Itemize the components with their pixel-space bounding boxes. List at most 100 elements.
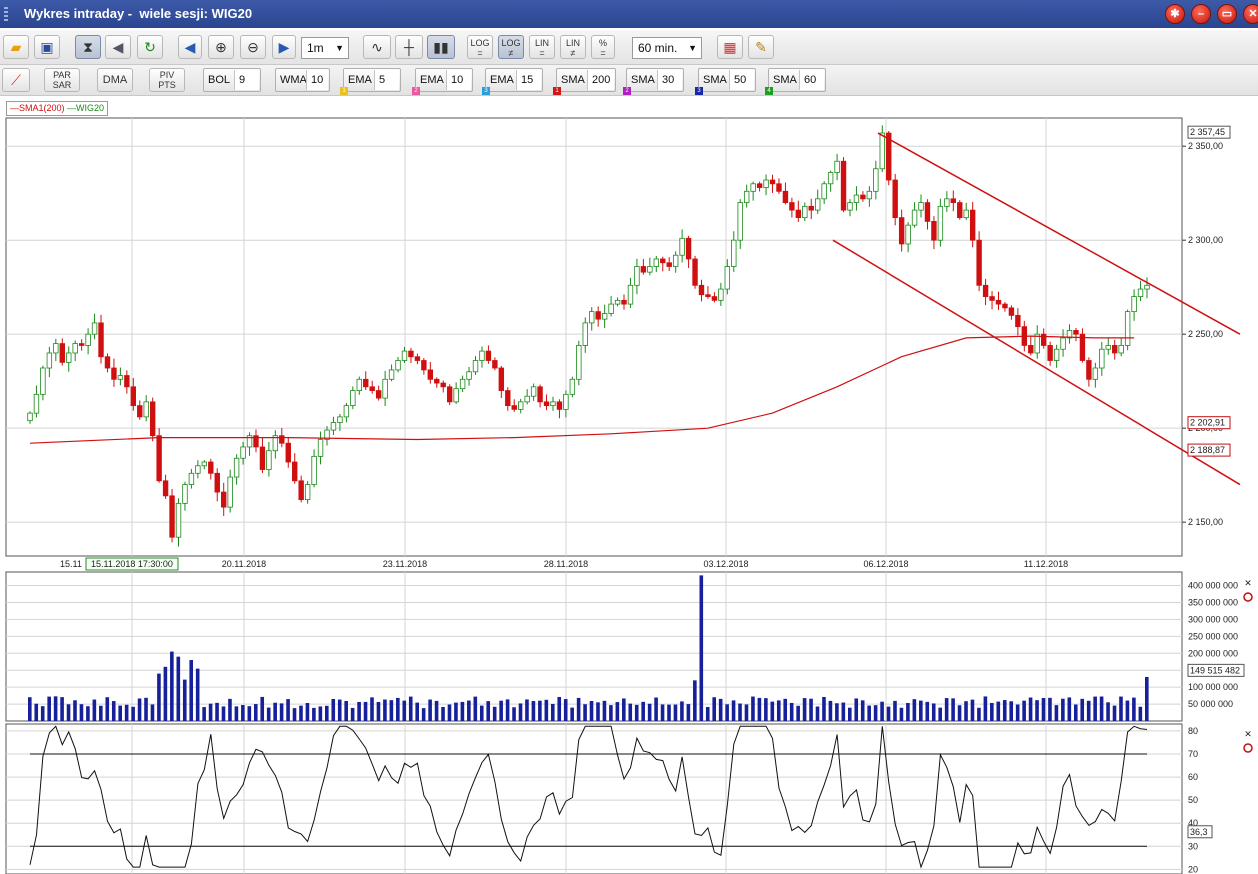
candle-body <box>937 205 944 241</box>
candle-body <box>137 405 143 418</box>
volume-bar <box>512 707 516 721</box>
volume-bar <box>454 702 458 721</box>
dma-button[interactable]: DMA <box>97 68 133 92</box>
indicator-period[interactable]: 10 <box>446 70 471 90</box>
volume-bar <box>583 704 587 721</box>
indicator-period[interactable]: 60 <box>799 70 824 90</box>
candle-body <box>214 472 220 493</box>
volume-bar <box>486 701 491 721</box>
settings-icon[interactable]: ✱ <box>1165 4 1185 24</box>
candle-body <box>731 239 737 267</box>
chevron-down-icon: ▼ <box>688 43 697 53</box>
indicators-button[interactable]: ▦ <box>717 35 743 59</box>
volume-bar <box>654 697 658 721</box>
candle-body <box>311 455 317 485</box>
candle-body <box>1073 330 1079 335</box>
indicator-period[interactable]: 10 <box>306 70 328 90</box>
indicator-ema-5[interactable]: EMA 5 1 <box>340 68 401 95</box>
volume-bar <box>957 705 962 721</box>
indicator-period[interactable]: 200 <box>587 70 614 90</box>
indicator-ema-10[interactable]: EMA 10 2 <box>412 68 473 95</box>
maximize-button[interactable]: ▭ <box>1217 4 1237 24</box>
candle-body <box>330 422 337 431</box>
log-scale-alt-button[interactable]: LOG ≠ <box>498 35 524 59</box>
indicator-color-badge: 1 <box>553 87 561 95</box>
candle-body <box>518 401 524 410</box>
lin-scale-button[interactable]: LIN = <box>529 35 555 59</box>
lin-scale-alt-button[interactable]: LIN ≠ <box>560 35 586 59</box>
indicator-sma-50[interactable]: SMA 50 3 <box>695 68 756 95</box>
save-button[interactable]: ▣ <box>34 35 60 59</box>
zoom-out-button[interactable]: ⊖ <box>240 35 266 59</box>
line-chart-button[interactable]: ∿ <box>363 35 391 59</box>
volume-bar <box>641 701 645 721</box>
candle-body <box>395 360 401 371</box>
candle-body <box>653 258 659 267</box>
panel-settings-icon[interactable] <box>1243 743 1253 753</box>
candle-body <box>298 480 304 501</box>
candle-body <box>408 350 414 358</box>
par-sar-button[interactable]: PAR SAR <box>44 68 80 92</box>
sound-button[interactable]: ◀ <box>105 35 131 59</box>
volume-bar <box>873 705 878 721</box>
rsi-tick-label: 20 <box>1188 864 1198 874</box>
drag-grip-icon[interactable] <box>4 7 8 21</box>
close-button[interactable]: ✕ <box>1243 4 1258 24</box>
volume-bar <box>867 705 871 721</box>
refresh-button[interactable]: ↻ <box>137 35 163 59</box>
candle-body <box>595 311 601 320</box>
candle-body <box>1066 330 1073 339</box>
indicator-period[interactable]: 30 <box>657 70 682 90</box>
ohlc-chart-button[interactable]: ┼ <box>395 35 423 59</box>
piv-pts-button[interactable]: PIV PTS <box>149 68 185 92</box>
crosshair-time-box <box>85 557 179 571</box>
candlestick-button[interactable]: ▮▮ <box>427 35 455 59</box>
candle-body <box>640 266 647 273</box>
period-select[interactable]: 60 min. ▼ <box>632 37 702 59</box>
indicator-sma-30[interactable]: SMA 30 2 <box>623 68 684 95</box>
indicator-bol-9[interactable]: BOL 9 <box>203 68 261 92</box>
volume-bar <box>421 708 426 721</box>
volume-bar <box>131 706 135 721</box>
candle-body <box>672 254 679 267</box>
log-scale-button[interactable]: LOG = <box>467 35 493 59</box>
indicator-sma-60[interactable]: SMA 60 4 <box>765 68 826 95</box>
volume-bar <box>983 696 988 721</box>
percent-scale-button[interactable]: % = <box>591 35 615 59</box>
indicator-ema-15[interactable]: EMA 15 3 <box>482 68 543 95</box>
candle-body <box>860 194 866 200</box>
volume-bar <box>189 660 194 721</box>
indicator-period[interactable]: 5 <box>374 70 399 90</box>
open-folder-button[interactable]: ▰ <box>3 35 29 59</box>
rsi-tick-label: 70 <box>1188 749 1198 759</box>
indicator-name: WMA <box>280 74 307 86</box>
speaker-icon: ◀ <box>112 39 124 55</box>
candle-body <box>40 367 46 395</box>
scroll-left-button[interactable]: ◀ <box>178 35 202 59</box>
volume-bar <box>725 704 729 721</box>
indicator-period[interactable]: 9 <box>234 70 259 90</box>
draw-button[interactable]: ✎ <box>748 35 774 59</box>
volume-bar <box>680 701 684 721</box>
panel-settings-icon[interactable] <box>1243 592 1253 602</box>
y-tick-label: 2 300,00 <box>1188 235 1223 245</box>
indicator-sma-200[interactable]: SMA 200 1 <box>553 68 616 95</box>
candle-body <box>866 190 873 200</box>
candle-body <box>666 262 672 267</box>
minimize-button[interactable]: – <box>1191 4 1211 24</box>
indicator-wma-10[interactable]: WMA 10 <box>275 68 330 92</box>
hourglass-button[interactable]: ⧗ <box>75 35 101 59</box>
panel-close-icon[interactable]: ✕ <box>1244 578 1252 588</box>
interval-select[interactable]: 1m ▼ <box>301 37 349 59</box>
volume-bar <box>150 704 155 721</box>
volume-bar <box>357 701 361 721</box>
volume-bar <box>350 707 355 721</box>
panel-close-icon[interactable]: ✕ <box>1244 729 1252 739</box>
indicator-name: EMA <box>420 74 444 86</box>
chart-type-button[interactable]: ⟋ <box>2 68 30 92</box>
indicator-period[interactable]: 15 <box>516 70 541 90</box>
scroll-right-button[interactable]: ▶ <box>272 35 296 59</box>
zoom-in-button[interactable]: ⊕ <box>208 35 234 59</box>
indicator-period[interactable]: 50 <box>729 70 754 90</box>
